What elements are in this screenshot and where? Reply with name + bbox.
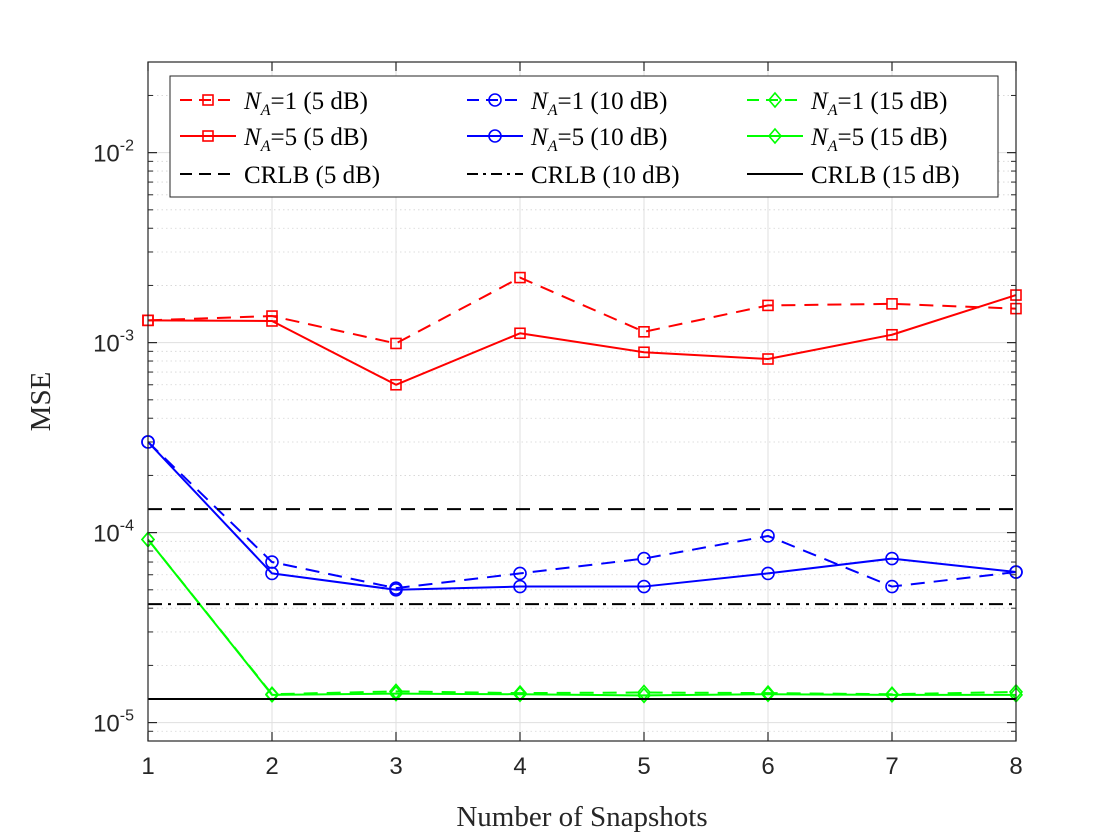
legend-entry: NA=1 (10 dB): [467, 88, 667, 119]
legend-entry: NA=1 (15 dB): [747, 88, 947, 119]
legend-label: NA=5 (10 dB): [530, 124, 667, 155]
legend-entry: CRLB (10 dB): [467, 162, 680, 189]
legend-marker: [488, 93, 502, 107]
data-point: [514, 327, 526, 340]
legend-entry: NA=1 (5 dB): [180, 88, 368, 119]
y-tick-label: 10-5: [93, 708, 134, 738]
x-tick-label: 6: [761, 753, 774, 780]
legend-label: NA=5 (15 dB): [810, 124, 947, 155]
data-point: [390, 378, 402, 391]
data-point: [886, 298, 898, 310]
legend-label: CRLB (5 dB): [244, 162, 380, 189]
data-point: [885, 551, 899, 566]
legend-label: NA=1 (5 dB): [243, 88, 368, 119]
x-tick-label: 4: [513, 753, 526, 780]
data-point: [760, 686, 776, 703]
data-point: [514, 271, 526, 284]
legend-entry: CRLB (5 dB): [180, 162, 380, 189]
data-point: [762, 299, 774, 312]
legend-marker: [202, 94, 214, 106]
legend-label: NA=1 (15 dB): [810, 88, 947, 119]
data-point: [884, 686, 900, 704]
data-point: [266, 315, 278, 327]
data-point: [636, 687, 652, 704]
x-tick-label: 1: [141, 753, 154, 780]
series-line: [147, 538, 1016, 697]
legend-label: CRLB (10 dB): [531, 162, 680, 189]
data-point: [265, 566, 279, 581]
series-layer: [140, 271, 1024, 704]
legend-marker: [202, 130, 214, 142]
legend-entry: NA=5 (10 dB): [467, 124, 667, 155]
data-point: [761, 566, 775, 581]
x-tick-label: 7: [885, 753, 898, 780]
data-point: [638, 326, 650, 338]
x-tick-label: 5: [637, 753, 650, 780]
legend-box: [169, 75, 999, 198]
ticks: [147, 61, 1017, 742]
legend: NA=1 (5 dB) NA=1 (10 dB) NA=1 (15 dB) NA=5 …: [169, 75, 999, 198]
legend-label: NA=1 (10 dB): [530, 88, 667, 119]
data-point: [886, 328, 898, 341]
legend-entry: NA=5 (15 dB): [747, 124, 947, 155]
data-point: [389, 582, 403, 597]
y-axis-label: MSE: [25, 372, 57, 432]
plot-frame: [147, 61, 1017, 742]
series-line: [147, 441, 1017, 590]
series-line: [147, 441, 1017, 591]
legend-label: CRLB (15 dB): [811, 162, 960, 189]
y-tick-label: 10-4: [93, 518, 134, 548]
legend-label: NA=5 (5 dB): [243, 124, 368, 155]
data-point: [638, 346, 650, 359]
series-line: [147, 294, 1017, 386]
x-axis-label: Number of Snapshots: [456, 801, 707, 833]
legend-marker: [488, 129, 502, 143]
x-tick-label: 8: [1009, 753, 1022, 780]
series-line: [147, 276, 1017, 345]
y-tick-label: 10-3: [93, 328, 134, 358]
data-point: [513, 579, 527, 594]
data-point: [762, 353, 774, 365]
legend-marker: [767, 91, 783, 109]
data-point: [388, 685, 404, 702]
data-point: [761, 529, 775, 543]
x-tick-label: 3: [389, 753, 402, 780]
data-point: [512, 686, 528, 703]
data-point: [637, 551, 651, 566]
data-point: [390, 337, 402, 350]
data-point: [264, 686, 280, 704]
tick-labels: 1 2 3 4 5 6 7 8 10-5 10-4 10-3 10-2: [93, 138, 1023, 780]
data-point: [637, 579, 651, 594]
legend-entry: NA=5 (5 dB): [180, 124, 368, 155]
y-tick-label: 10-2: [93, 138, 134, 168]
legend-entry: CRLB (15 dB): [747, 162, 960, 189]
legend-marker: [767, 127, 783, 145]
data-point: [885, 579, 899, 594]
x-tick-label: 2: [265, 753, 278, 780]
data-point: [513, 566, 527, 581]
